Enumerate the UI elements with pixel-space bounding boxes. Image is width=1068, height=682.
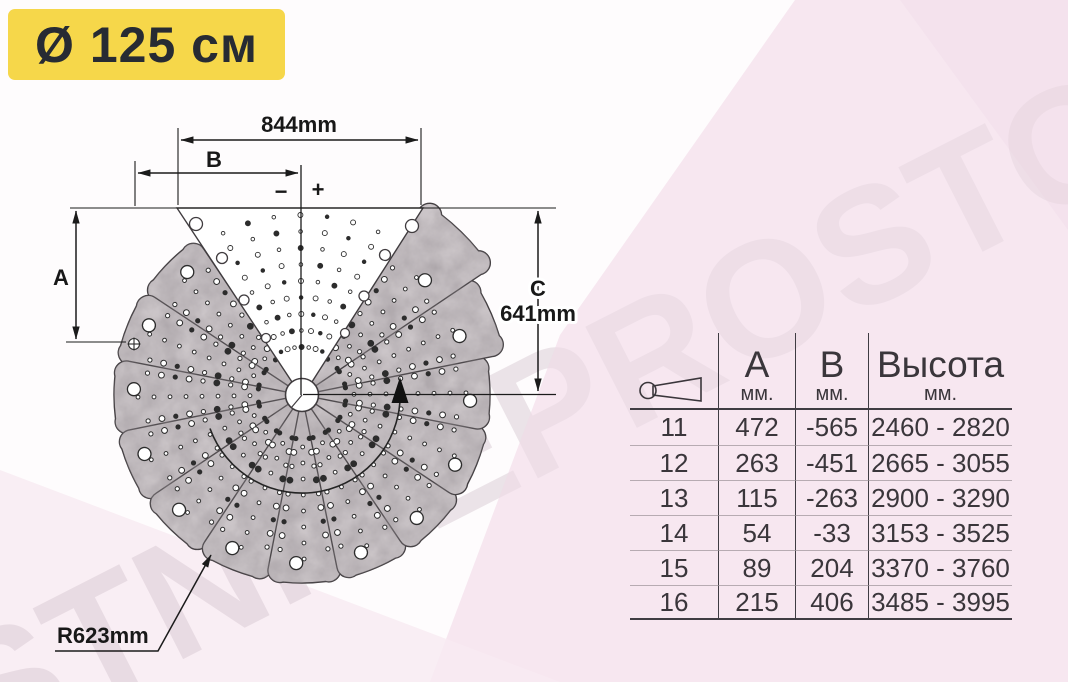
- header-a-unit: мм.: [740, 383, 774, 405]
- platform-bolt-holes: [188, 216, 420, 344]
- header-a: A мм.: [718, 333, 795, 410]
- table-cell: 2460 - 2820: [868, 410, 1012, 445]
- table-cell: 11: [660, 412, 688, 442]
- table-cell: 54: [718, 515, 795, 550]
- table-cell: 2900 - 3290: [868, 480, 1012, 515]
- rotation-arc: [209, 389, 401, 494]
- tread-icon: [639, 377, 702, 402]
- table-cell: 204: [795, 550, 868, 585]
- diameter-badge-label: Ø 125 см: [35, 16, 258, 73]
- dim-a-label: A: [53, 265, 69, 290]
- table-cell: 215: [718, 585, 795, 620]
- header-height-label: Высота: [876, 344, 1005, 385]
- table-cell: 3370 - 3760: [868, 550, 1012, 585]
- spec-table: A мм. B мм. Высота мм. 11 472 -565 2460 …: [630, 333, 1012, 620]
- table-cell: 13: [630, 480, 718, 515]
- pole-radius-mark: [290, 394, 303, 409]
- table-cell: 2665 - 3055: [868, 445, 1012, 480]
- header-b-unit: мм.: [815, 383, 849, 405]
- dim-c-label: C: [530, 276, 546, 301]
- table-cell: -263: [795, 480, 868, 515]
- plus-sign: +: [312, 177, 325, 202]
- table-cell: 15: [630, 550, 718, 585]
- table-cell: 14: [630, 515, 718, 550]
- table-cell: 115: [718, 480, 795, 515]
- pink-panel-corner: [900, 0, 1068, 230]
- table-cell: 12: [630, 445, 718, 480]
- pink-tint-overlay: [430, 0, 1068, 682]
- dimension-lines: [55, 128, 556, 652]
- rotation-arrow-icon: [391, 377, 409, 403]
- corner-bolt-hole: [127, 337, 141, 351]
- dimension-labels: 844mm B − + A C 641mm R623mm: [53, 112, 579, 648]
- dim-c-value: 641mm: [500, 301, 576, 326]
- header-a-label: A: [744, 344, 770, 385]
- header-b-label: B: [819, 344, 845, 385]
- table-cell: 89: [718, 550, 795, 585]
- minus-sign: −: [275, 179, 288, 204]
- pink-panel-right: [430, 0, 1068, 682]
- table-cell: 263: [718, 445, 795, 480]
- dim-top-width-label: 844mm: [261, 112, 337, 137]
- table-cell: 3485 - 3995: [868, 585, 1012, 620]
- header-height-unit: мм.: [923, 383, 958, 405]
- table-cell: -451: [795, 445, 868, 480]
- diameter-badge: Ø 125 см: [8, 9, 285, 80]
- dim-b-label: B: [206, 147, 222, 172]
- table-cell: 406: [795, 585, 868, 620]
- table-cell: 472: [718, 410, 795, 445]
- table-cell: 3153 - 3525: [868, 515, 1012, 550]
- header-steps: [630, 333, 718, 410]
- dim-radius-label: R623mm: [57, 623, 149, 648]
- table-cell: -33: [795, 515, 868, 550]
- table-cell: 16: [630, 585, 718, 620]
- table-cell: -565: [795, 410, 868, 445]
- header-height: Высота мм.: [868, 333, 1012, 410]
- header-b: B мм.: [795, 333, 868, 410]
